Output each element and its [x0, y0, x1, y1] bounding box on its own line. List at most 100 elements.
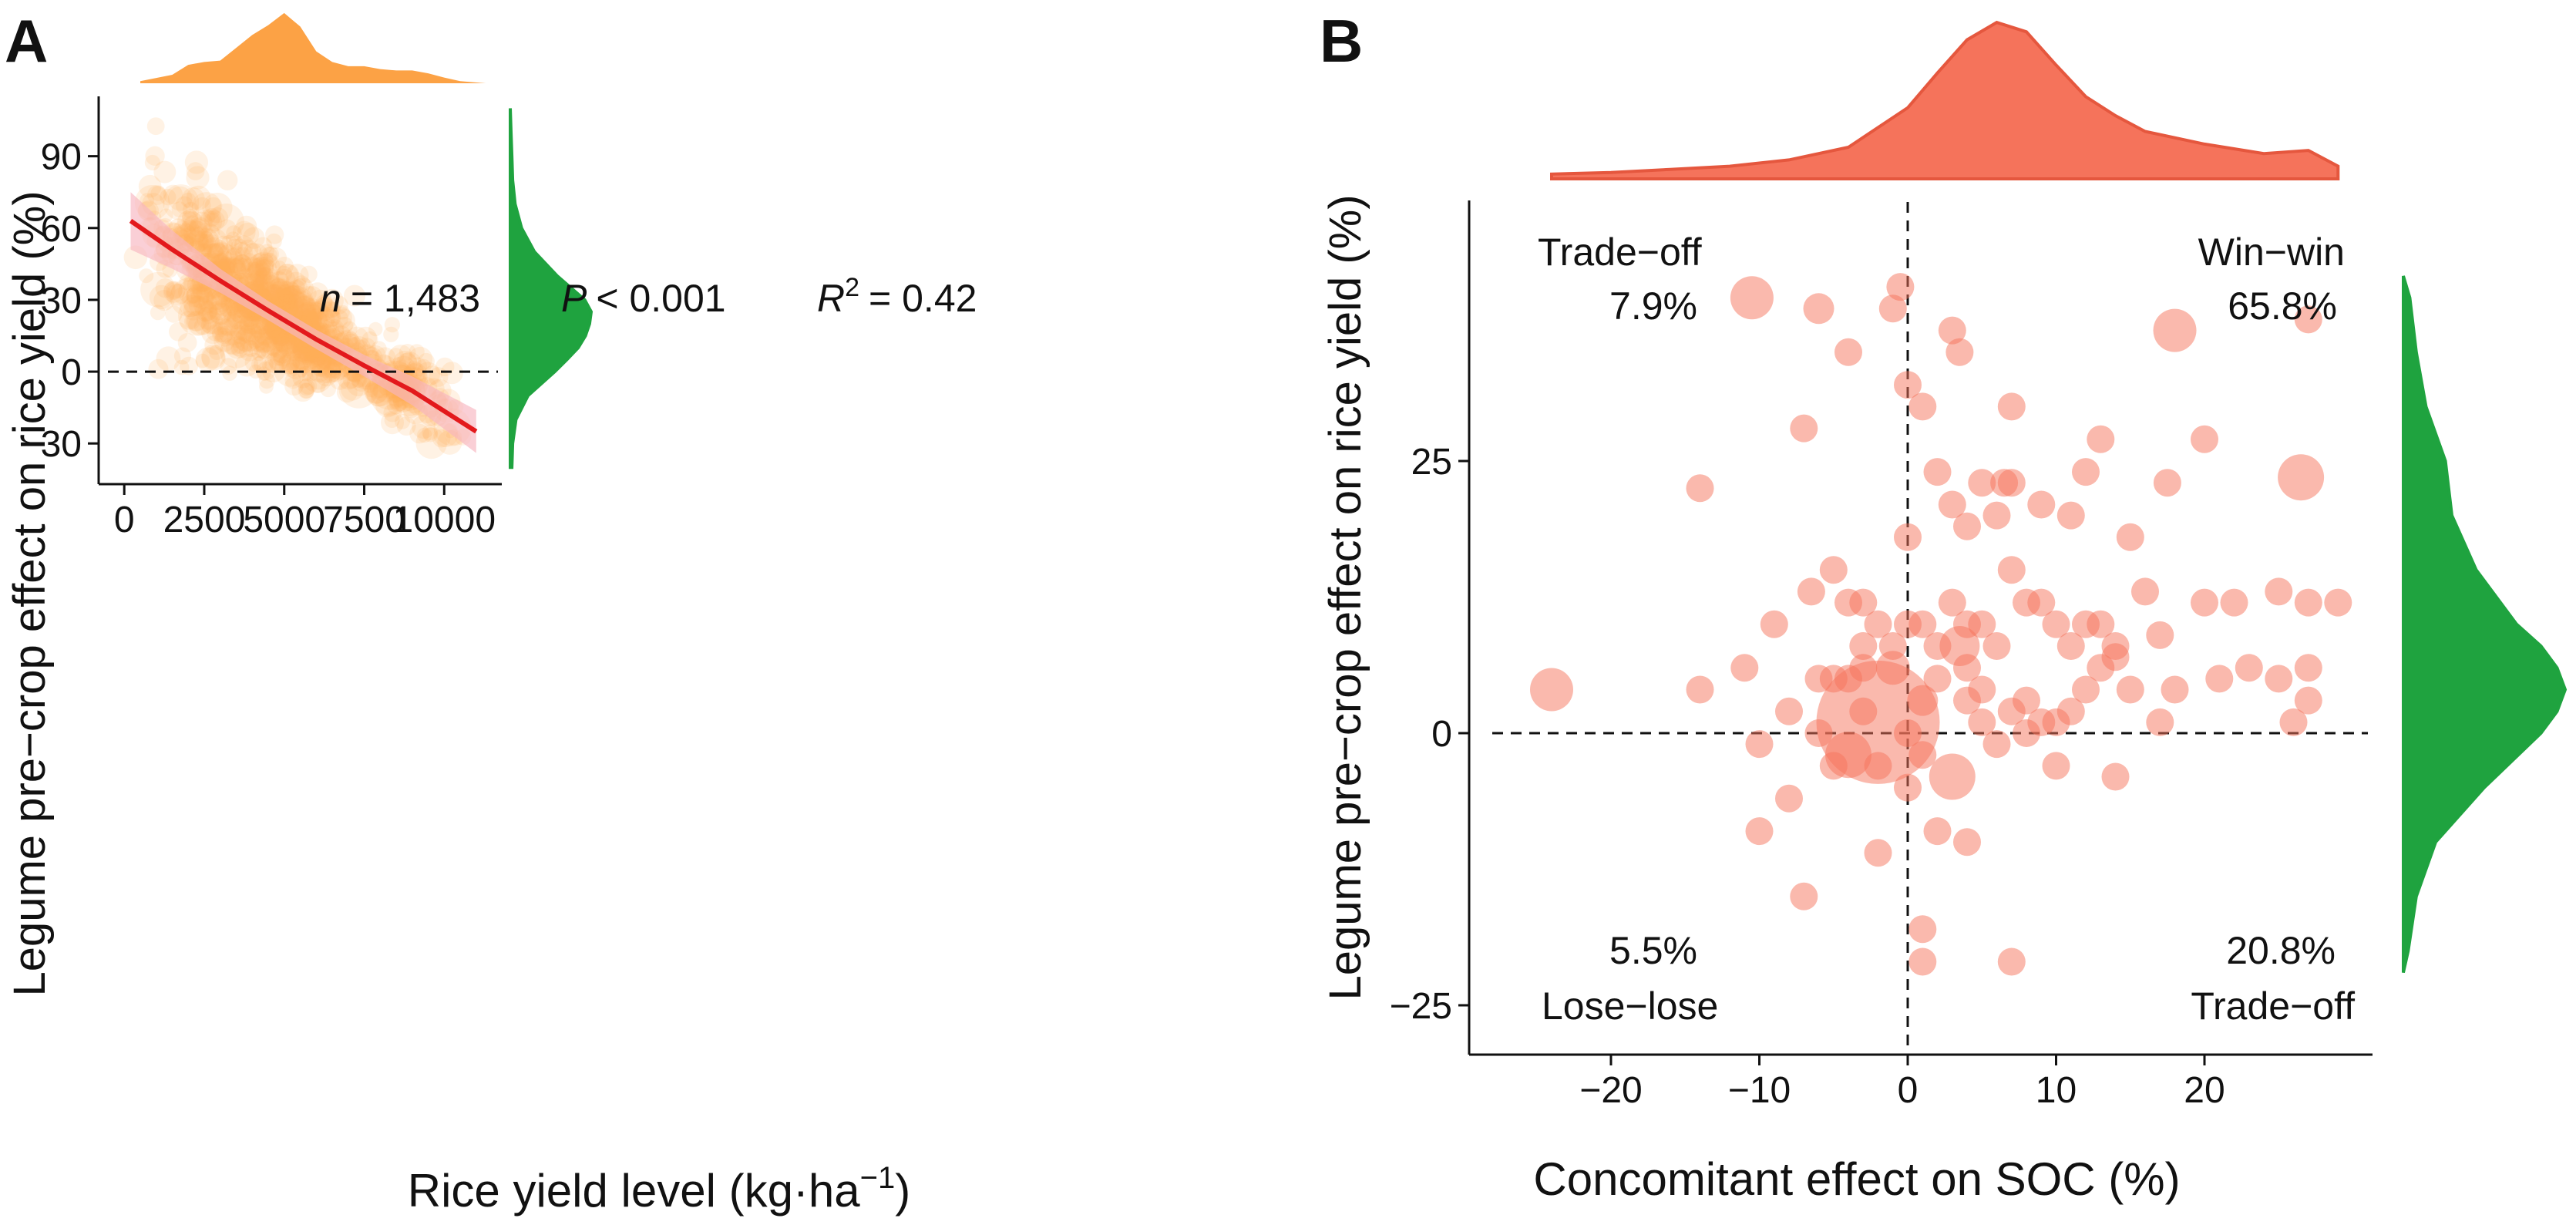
scatter-point [300, 302, 324, 326]
scatter-point [271, 345, 289, 363]
scatter-point [182, 211, 203, 232]
scatter-point [2279, 708, 2308, 736]
scatter-point [203, 237, 225, 259]
scatter-point [375, 393, 400, 418]
scatter-point [185, 288, 201, 304]
scatter-point [228, 257, 251, 279]
scatter-point [335, 305, 350, 320]
scatter-point [254, 237, 273, 256]
panel-b-quadrant-top-right-name: Win−win [2198, 231, 2345, 274]
scatter-point [354, 326, 377, 350]
scatter-point [271, 280, 291, 301]
scatter-point [298, 301, 321, 325]
panel-b-quadrant-top-left-pct: 7.9% [1609, 284, 1697, 328]
scatter-point [171, 284, 186, 299]
x-tick-label: −20 [1579, 1070, 1642, 1111]
scatter-point [365, 382, 388, 404]
scatter-point [171, 201, 188, 218]
scatter-point [156, 346, 181, 372]
scatter-point [309, 353, 331, 375]
scatter-point [342, 371, 360, 389]
scatter-point [252, 321, 277, 345]
scatter-point [197, 283, 216, 303]
scatter-point [267, 347, 291, 371]
scatter-point [234, 304, 248, 318]
scatter-point [227, 327, 247, 348]
scatter-point [254, 341, 271, 359]
scatter-point [351, 372, 368, 388]
scatter-point [187, 220, 209, 242]
scatter-point [182, 208, 198, 225]
scatter-point [243, 242, 262, 261]
scatter-point [263, 246, 279, 263]
scatter-point [1864, 610, 1892, 638]
scatter-point [197, 231, 215, 249]
x-tick-label: 2500 [163, 500, 246, 540]
scatter-point [2116, 675, 2144, 704]
scatter-point [278, 337, 300, 359]
scatter-point [317, 296, 332, 312]
scatter-point [309, 311, 332, 335]
scatter-point [325, 321, 345, 341]
y-tick-label: 60 [41, 209, 82, 250]
scatter-point [182, 283, 214, 316]
scatter-point [1894, 719, 1922, 747]
scatter-point [256, 366, 271, 381]
scatter-point [199, 234, 216, 251]
scatter-point [251, 254, 265, 268]
scatter-point [255, 254, 274, 273]
scatter-point [186, 162, 205, 180]
scatter-point [269, 354, 288, 372]
scatter-point [217, 244, 238, 265]
scatter-point [250, 276, 270, 296]
scatter-point [159, 208, 173, 223]
scatter-point [293, 341, 318, 365]
scatter-point [173, 287, 190, 304]
scatter-point [257, 332, 278, 352]
scatter-point [257, 281, 277, 301]
panel-b-scatter-points [1530, 273, 2352, 976]
scatter-point [249, 278, 265, 294]
scatter-point [184, 215, 200, 231]
panel-b-y-axis-title: Legume pre−crop effect on rice yield (%) [1320, 194, 1370, 1000]
scatter-point [322, 301, 340, 318]
scatter-point [291, 299, 316, 323]
scatter-point [285, 345, 302, 361]
scatter-point [1864, 752, 1892, 780]
scatter-point [291, 278, 308, 294]
scatter-point [308, 311, 328, 331]
scatter-point [261, 336, 281, 356]
scatter-point [1686, 474, 1714, 503]
scatter-point [238, 315, 257, 334]
scatter-point [1819, 752, 1848, 780]
scatter-point [275, 332, 299, 357]
scatter-point [179, 311, 198, 330]
scatter-point [244, 352, 264, 372]
scatter-point [301, 362, 333, 393]
scatter-point [227, 305, 251, 330]
scatter-point [396, 352, 418, 375]
scatter-point [276, 265, 293, 282]
scatter-point [342, 331, 358, 348]
scatter-point [199, 210, 223, 234]
scatter-point [207, 307, 222, 322]
scatter-point [278, 353, 300, 375]
scatter-point [211, 241, 226, 256]
scatter-point [247, 331, 268, 352]
scatter-point [318, 306, 332, 321]
scatter-point [2161, 675, 2189, 704]
scatter-point [184, 150, 208, 174]
scatter-point [239, 312, 261, 335]
scatter-point [440, 362, 463, 385]
scatter-point [286, 353, 311, 378]
scatter-point [248, 257, 271, 280]
scatter-point [258, 324, 273, 338]
scatter-point [223, 257, 237, 271]
panel-b-label: B [1320, 7, 1363, 75]
scatter-point [201, 321, 225, 345]
scatter-point [277, 284, 296, 302]
scatter-point [235, 324, 254, 342]
scatter-point [251, 356, 267, 372]
scatter-point [273, 269, 296, 291]
scatter-point [298, 297, 317, 315]
